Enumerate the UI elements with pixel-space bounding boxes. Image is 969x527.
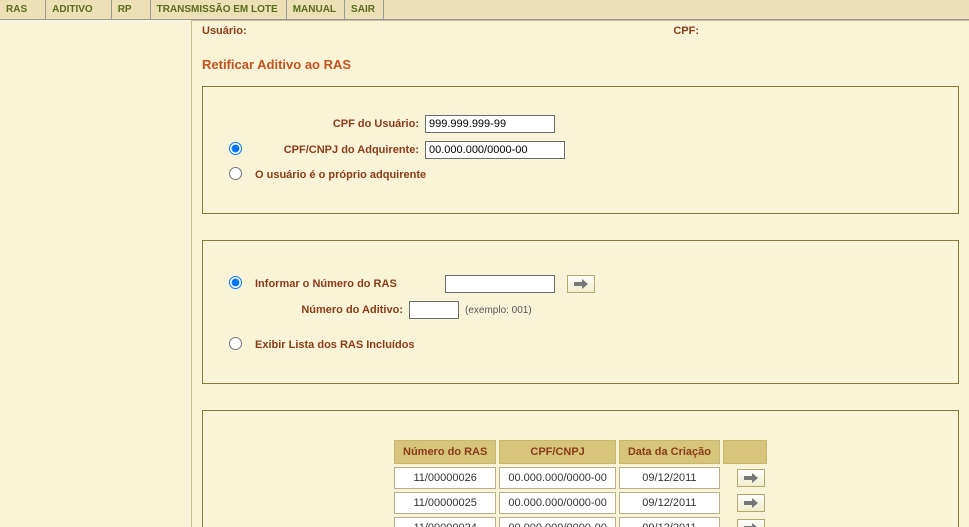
arrow-right-icon (743, 498, 759, 508)
cell-cpf-cnpj: 00.000.000/0000-00 (499, 467, 615, 489)
row-go-button[interactable] (737, 519, 765, 527)
menu-sair[interactable]: SAIR (345, 0, 384, 19)
panel-ras: Informar o Número do RAS Número do Aditi… (202, 240, 959, 384)
ras-label: Informar o Número do RAS (255, 278, 445, 290)
cell-action (723, 492, 767, 514)
col-cpf-cnpj: CPF/CNPJ (499, 440, 615, 464)
radio-exibir-lista[interactable] (229, 337, 242, 350)
cell-data: 09/12/2011 (619, 517, 720, 527)
aditivo-label: Número do Aditivo: (255, 304, 409, 316)
user-label: Usuário: (202, 25, 247, 37)
user-bar: Usuário: CPF: (192, 21, 969, 41)
table-row: 11/0000002400.000.000/0000-00 09/12/2011 (394, 517, 767, 527)
cell-action (723, 517, 767, 527)
menubar: RAS ADITIVO RP TRANSMISSÃO EM LOTE MANUA… (0, 0, 969, 20)
table-row: 11/0000002600.000.000/0000-0009/12/2011 (394, 467, 767, 489)
radio-adquirente[interactable] (229, 142, 242, 155)
sidebar (0, 20, 192, 527)
ras-table: Número do RAS CPF/CNPJ Data da Criação 1… (391, 437, 770, 527)
cell-cpf-cnpj: 00.000.000/0000-00 (499, 517, 615, 527)
ras-go-button[interactable] (567, 275, 595, 293)
arrow-right-icon (743, 523, 759, 527)
col-num-ras: Número do RAS (394, 440, 496, 464)
page-title: Retificar Aditivo ao RAS (192, 41, 969, 86)
cell-num-ras: 11/00000026 (394, 467, 496, 489)
radio-informar-ras[interactable] (229, 276, 242, 289)
cell-data: 09/12/2011 (619, 492, 720, 514)
cpf-adq-label: CPF/CNPJ do Adquirente: (255, 144, 425, 156)
row-go-button[interactable] (737, 469, 765, 487)
menu-ras[interactable]: RAS (0, 0, 46, 19)
cell-action (723, 467, 767, 489)
table-row: 11/0000002500.000.000/0000-0009/12/2011 (394, 492, 767, 514)
arrow-right-icon (743, 473, 759, 483)
menu-transmissao[interactable]: TRANSMISSÃO EM LOTE (151, 0, 287, 19)
menu-rp[interactable]: RP (112, 0, 151, 19)
menu-aditivo[interactable]: ADITIVO (46, 0, 112, 19)
aditivo-hint: (exemplo: 001) (465, 305, 532, 316)
col-data: Data da Criação (619, 440, 720, 464)
row-go-button[interactable] (737, 494, 765, 512)
cell-data: 09/12/2011 (619, 467, 720, 489)
aditivo-input[interactable] (409, 301, 459, 319)
self-adq-label: O usuário é o próprio adquirente (255, 169, 426, 181)
radio-self-adquirente[interactable] (229, 167, 242, 180)
menu-manual[interactable]: MANUAL (287, 0, 345, 19)
cpf-adq-input[interactable] (425, 141, 565, 159)
col-action (723, 440, 767, 464)
cpf-user-input[interactable] (425, 115, 555, 133)
cell-num-ras: 11/00000024 (394, 517, 496, 527)
panel-identificacao: CPF do Usuário: CPF/CNPJ do Adquirente: … (202, 86, 959, 214)
cell-cpf-cnpj: 00.000.000/0000-00 (499, 492, 615, 514)
main-content: Usuário: CPF: Retificar Aditivo ao RAS C… (192, 20, 969, 527)
arrow-right-icon (573, 279, 589, 289)
cell-num-ras: 11/00000025 (394, 492, 496, 514)
cpf-user-label: CPF do Usuário: (255, 118, 425, 130)
ras-input[interactable] (445, 275, 555, 293)
exibir-lista-label: Exibir Lista dos RAS Incluídos (255, 339, 415, 351)
cpf-label: CPF: (673, 25, 699, 37)
panel-lista: Número do RAS CPF/CNPJ Data da Criação 1… (202, 410, 959, 527)
